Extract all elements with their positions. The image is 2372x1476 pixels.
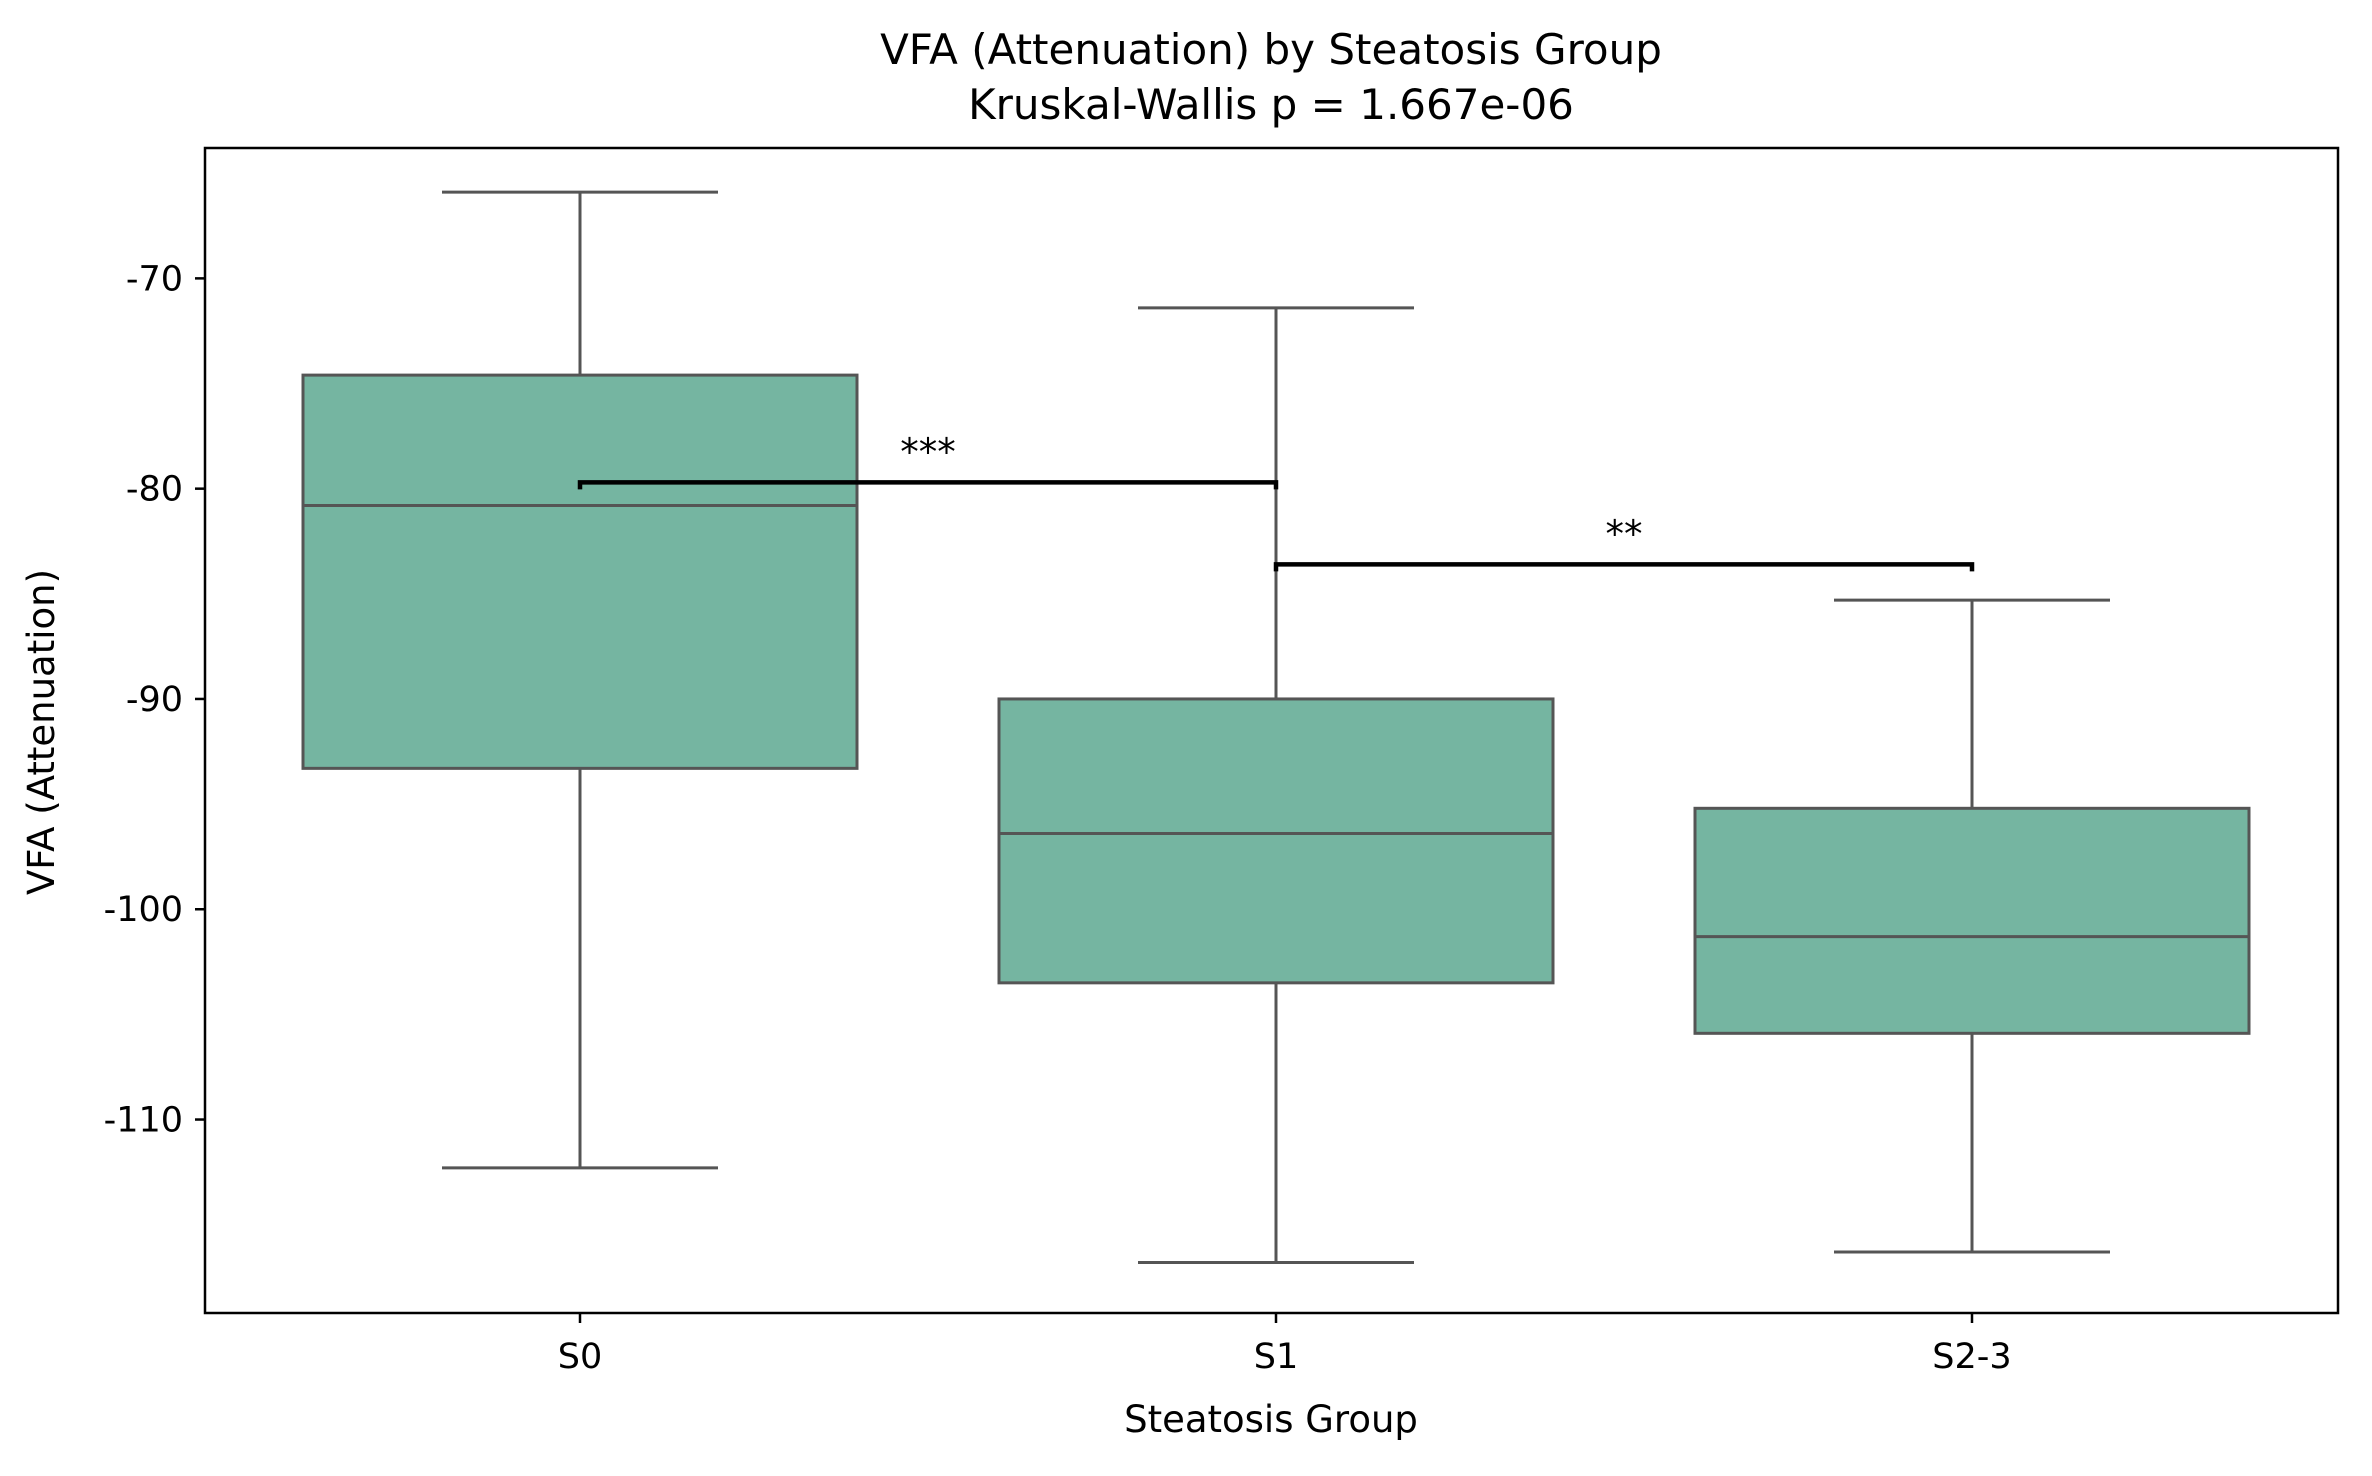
y-tick-label: -80 bbox=[126, 470, 183, 510]
plot-frame bbox=[203, 146, 2340, 1315]
chart-title: VFA (Attenuation) by Steatosis Group bbox=[880, 25, 1662, 74]
significance-label-1: *** bbox=[900, 430, 956, 473]
y-axis-label: VFA (Attenuation) bbox=[20, 569, 63, 895]
x-tick-label: S2-3 bbox=[1932, 1337, 2011, 1377]
y-tick-label: -90 bbox=[126, 680, 183, 720]
x-tick-label: S0 bbox=[558, 1337, 603, 1377]
x-axis-label: Steatosis Group bbox=[1124, 1398, 1418, 1441]
box-s0 bbox=[301, 373, 859, 770]
significance-label-2: ** bbox=[1606, 512, 1643, 555]
y-tick-label: -100 bbox=[104, 890, 183, 930]
y-tick-label: -70 bbox=[126, 259, 183, 299]
box-s2-3 bbox=[1693, 806, 2251, 1035]
significance-bracket-2 bbox=[1273, 562, 1975, 572]
y-tick-label: -110 bbox=[104, 1101, 183, 1141]
significance-bracket-1 bbox=[577, 480, 1279, 490]
x-tick-label: S1 bbox=[1254, 1337, 1299, 1377]
box-s1 bbox=[997, 697, 1555, 985]
chart-subtitle: Kruskal-Wallis p = 1.667e-06 bbox=[968, 80, 1574, 129]
